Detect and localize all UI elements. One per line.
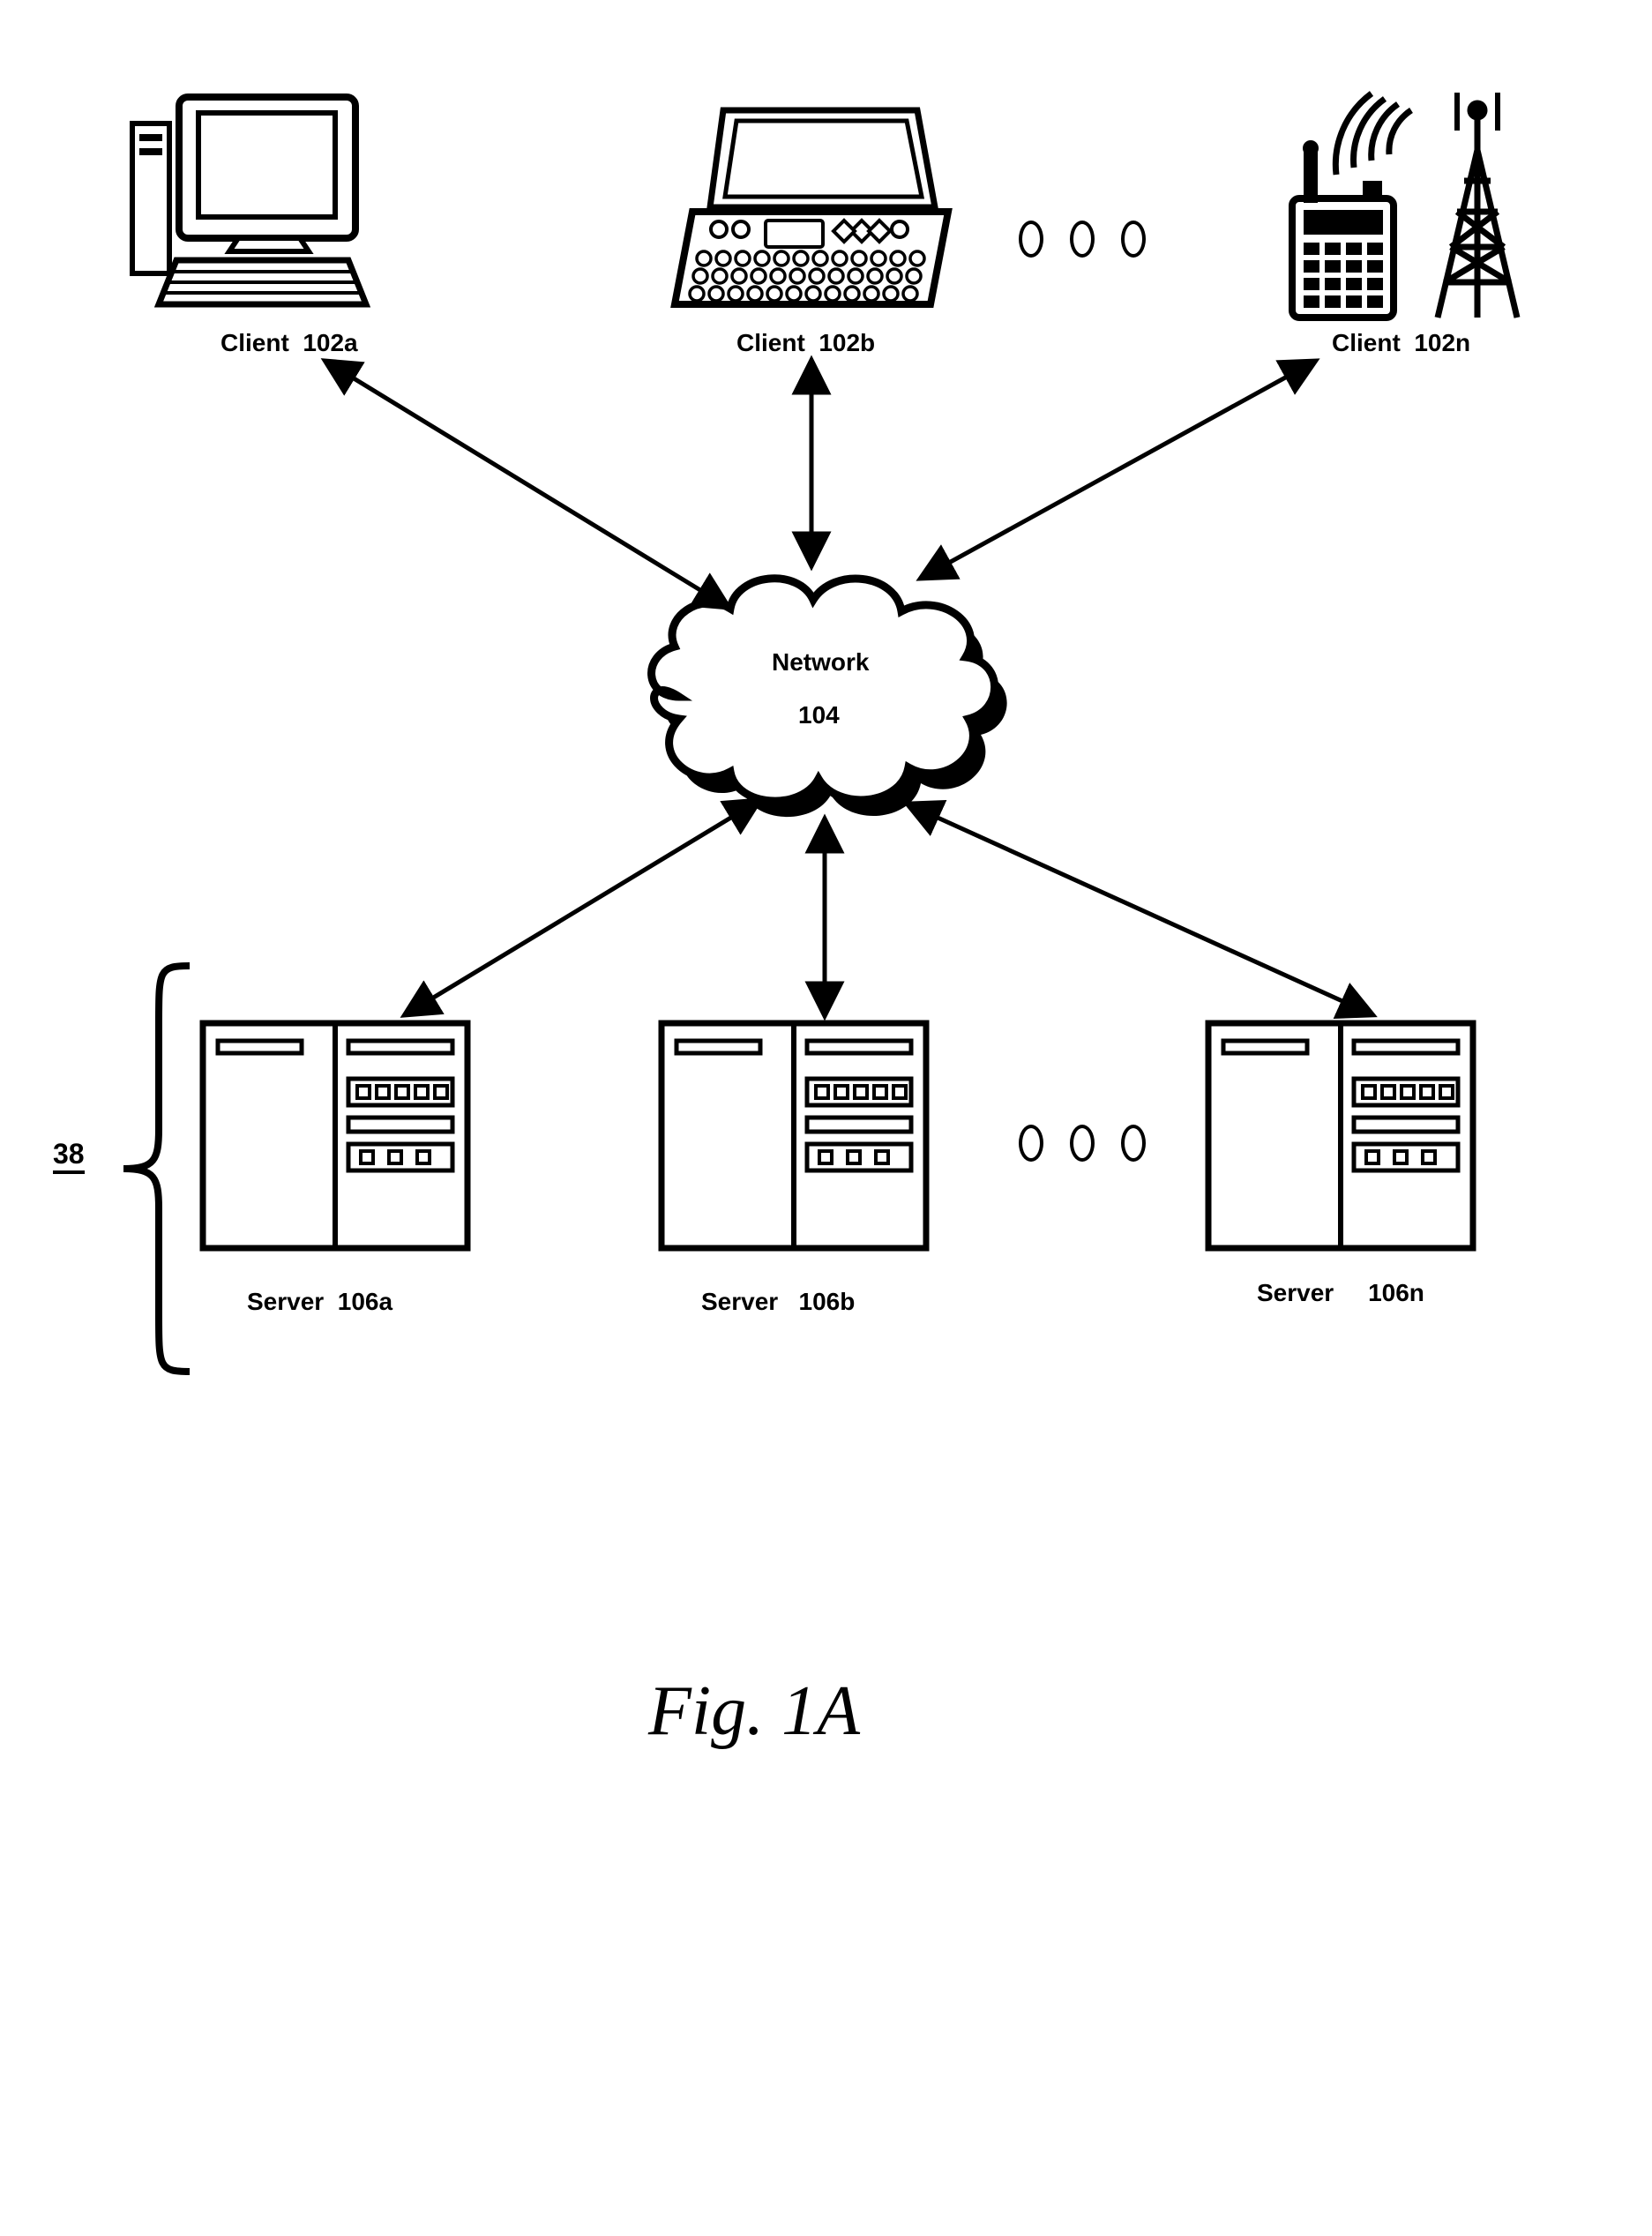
figure-caption: Fig. 1A bbox=[648, 1671, 860, 1752]
connector-arrows bbox=[0, 0, 1652, 2236]
diagram-canvas: Client 102a Client 102b Client 102n Netw… bbox=[0, 0, 1652, 2236]
caption-text: Fig. 1A bbox=[648, 1672, 860, 1750]
